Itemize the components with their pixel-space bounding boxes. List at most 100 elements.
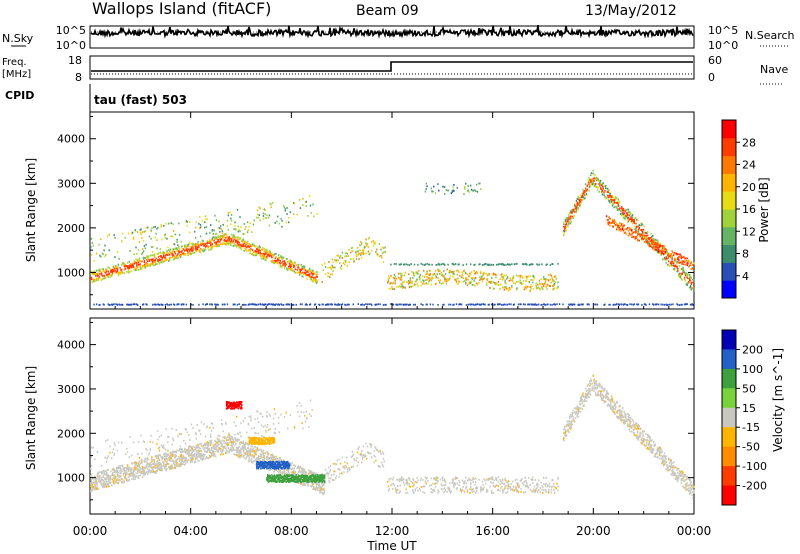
range-gate-cell [682,260,684,262]
range-gate-cell [416,272,418,275]
range-gate-cell [363,247,365,249]
range-gate-cell [689,279,691,282]
range-gate-cell [270,453,272,456]
range-gate-cell [555,278,557,280]
ytick-label: 4000 [57,133,85,146]
range-gate-cell [101,274,104,277]
range-gate-cell [239,237,241,240]
range-gate-cell [272,453,274,456]
range-gate-cell [105,478,107,481]
range-gate-cell [114,303,116,306]
range-gate-cell [567,219,569,222]
range-gate-cell [133,303,135,306]
range-gate-cell [270,206,272,209]
range-gate-cell [376,253,379,256]
range-gate-cell [652,247,654,250]
range-gate-cell [100,255,102,258]
range-gate-cell [157,463,160,466]
range-gate-cell [157,303,159,306]
range-gate-cell [166,253,168,256]
range-gate-cell [439,263,441,266]
range-gate-cell [690,276,692,279]
range-gate-cell [150,237,152,240]
range-gate-cell [173,258,175,261]
range-gate-cell [604,185,606,188]
range-gate-cell [283,260,286,262]
range-gate-cell [618,229,620,232]
range-gate-cell [267,453,269,455]
range-gate-cell [298,263,300,266]
range-gate-cell [689,303,692,306]
range-gate-cell [142,470,145,472]
range-gate-cell [640,235,642,237]
range-gate-cell [230,217,232,220]
range-gate-cell [613,199,615,201]
range-gate-cell [213,447,215,450]
range-gate-cell [160,463,162,465]
range-gate-cell [488,273,490,275]
range-gate-cell [187,448,189,451]
range-gate-cell [130,262,132,265]
range-gate-cell [590,172,593,174]
range-gate-cell [626,220,629,223]
range-gate-cell [230,242,232,245]
range-gate-cell [188,453,190,456]
range-gate-cell [106,482,109,485]
range-gate-cell [177,464,179,467]
range-gate-cell [139,265,141,267]
range-gate-cell [522,277,524,279]
range-gate-cell [570,303,573,306]
range-gate-cell [220,237,222,240]
range-gate-cell [410,285,412,288]
range-gate-cell [91,485,94,487]
range-gate-cell [163,461,165,464]
range-gate-cell [674,258,677,261]
range-gate-cell [387,278,390,281]
range-gate-cell [178,460,181,463]
range-gate-cell [188,445,190,448]
range-gate-cell [189,221,191,223]
range-gate-cell [543,285,545,287]
range-gate-cell [155,232,157,235]
range-gate-cell [553,283,555,286]
range-gate-cell [548,285,551,287]
range-gate-cell [546,288,548,291]
range-gate-cell [166,250,168,252]
range-gate-cell [546,303,548,306]
range-gate-cell [230,447,232,449]
range-gate-cell [163,466,166,468]
range-gate-cell [637,219,639,222]
range-gate-cell [623,232,625,234]
range-gate-cell [529,263,531,266]
range-gate-cell [210,240,212,242]
range-gate-cell [531,263,533,266]
range-gate-cell [313,276,315,279]
range-gate-cell [392,276,395,279]
range-gate-cell [597,186,599,189]
range-gate-cell [226,443,229,445]
range-gate-cell [336,254,338,257]
range-gate-cell [305,303,307,306]
range-gate-cell [192,445,194,448]
range-gate-cell [148,264,151,267]
range-gate-cell [180,457,182,460]
range-gate-cell [134,261,136,263]
range-gate-cell [204,303,207,306]
range-gate-cell [263,459,265,461]
range-gate-cell [183,450,185,453]
range-gate-cell [689,262,692,265]
range-gate-cell [215,233,217,236]
range-gate-cell [214,214,216,217]
range-gate-cell [95,274,97,277]
range-gate-cell [482,278,484,280]
range-gate-cell [616,209,619,211]
range-gate-cell [232,442,234,445]
range-gate-cell [684,272,687,275]
range-gate-cell [449,271,451,274]
range-gate-cell [332,266,334,269]
range-gate-cell [284,476,286,479]
range-gate-cell [164,459,167,462]
range-gate-cell [335,259,337,262]
range-gate-cell [372,240,375,242]
range-gate-cell [255,451,257,453]
